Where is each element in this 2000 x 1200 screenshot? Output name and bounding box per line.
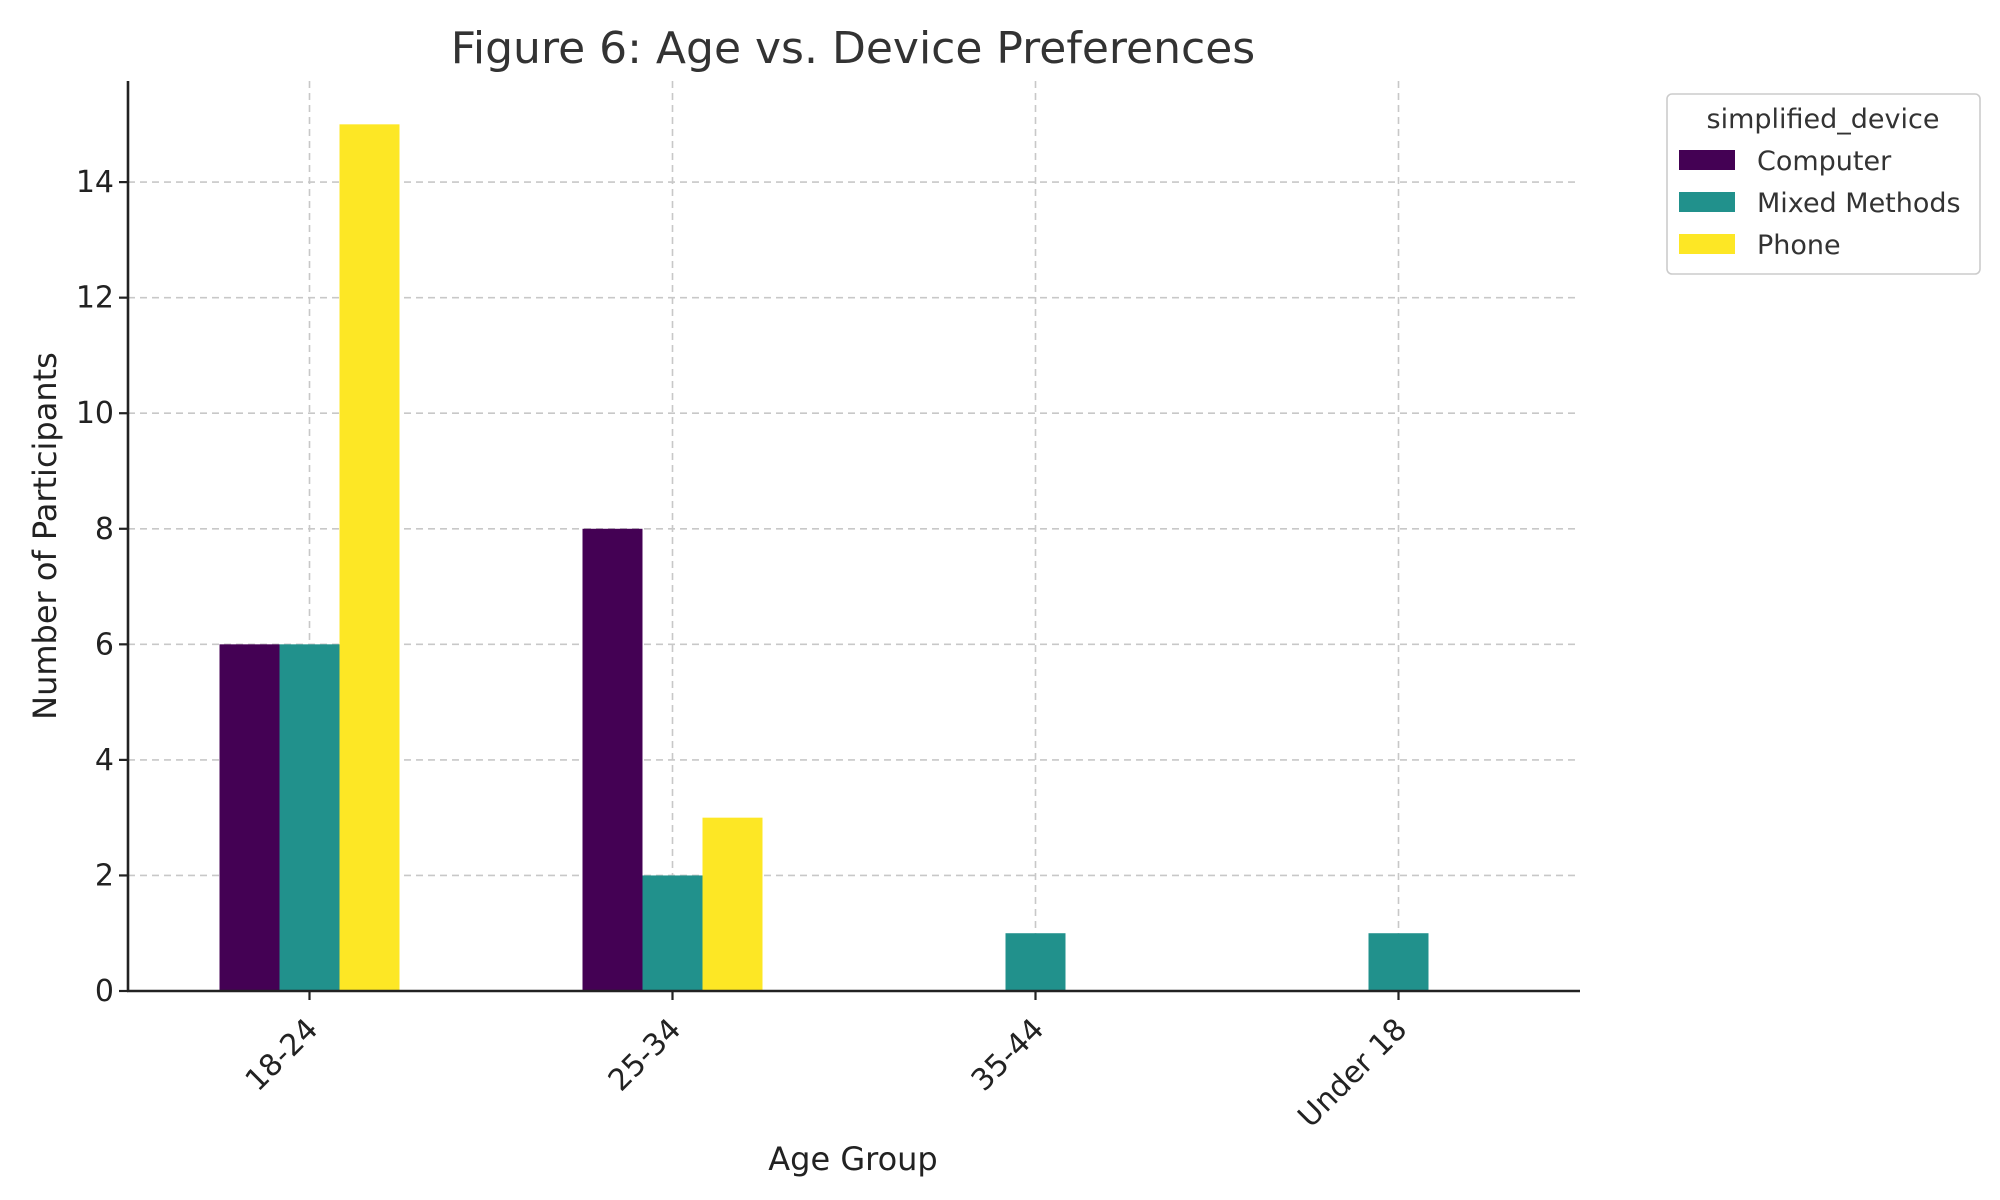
- y-tick-label-10: 10: [76, 396, 114, 431]
- bar-phone-18-24: [339, 124, 400, 992]
- y-axis-title: Number of Participants: [26, 352, 64, 720]
- x-tick-label-0: 18-24: [239, 1012, 325, 1098]
- y-tick-label-8: 8: [95, 512, 114, 547]
- bar-phone-25-34: [702, 817, 763, 991]
- legend-swatch-phone: [1679, 234, 1735, 254]
- y-tick-label-0: 0: [95, 974, 114, 1009]
- bar-mixed-methods-under-18: [1368, 933, 1429, 991]
- legend-label-mixed-methods: Mixed Methods: [1757, 188, 1961, 219]
- y-tick-label-4: 4: [95, 743, 114, 778]
- bar-mixed-methods-35-44: [1005, 933, 1066, 991]
- bar-computer-18-24: [219, 644, 280, 991]
- legend-box: [1666, 93, 1981, 275]
- x-axis-title: Age Group: [768, 1140, 937, 1178]
- x-tick-label-3: Under 18: [1291, 1012, 1414, 1135]
- legend: simplified_device Computer Mixed Methods P…: [1666, 93, 1981, 275]
- x-tick-label-2: 35-44: [965, 1012, 1051, 1098]
- legend-items: Computer Mixed Methods Phone: [1679, 146, 1961, 261]
- legend-label-phone: Phone: [1757, 230, 1841, 261]
- legend-label-computer: Computer: [1757, 146, 1892, 177]
- y-tick-label-12: 12: [76, 281, 114, 316]
- x-axis-ticks: 18-24 25-34 35-44 Under 18: [239, 991, 1414, 1135]
- legend-swatch-computer: [1679, 150, 1735, 170]
- y-tick-label-14: 14: [76, 165, 114, 200]
- bar-mixed-methods-18-24: [279, 644, 340, 991]
- y-tick-label-6: 6: [95, 627, 114, 662]
- legend-title: simplified_device: [1707, 104, 1940, 135]
- x-tick-label-1: 25-34: [602, 1012, 688, 1098]
- bar-computer-25-34: [582, 528, 643, 991]
- y-axis-ticks: 0 2 4 6 8 10 12 14: [76, 165, 128, 1009]
- chart-title: Figure 6: Age vs. Device Preferences: [451, 23, 1255, 74]
- bar-mixed-methods-25-34: [642, 875, 703, 991]
- legend-swatch-mixed-methods: [1679, 192, 1735, 212]
- bars: [219, 124, 1429, 992]
- y-tick-label-2: 2: [95, 858, 114, 893]
